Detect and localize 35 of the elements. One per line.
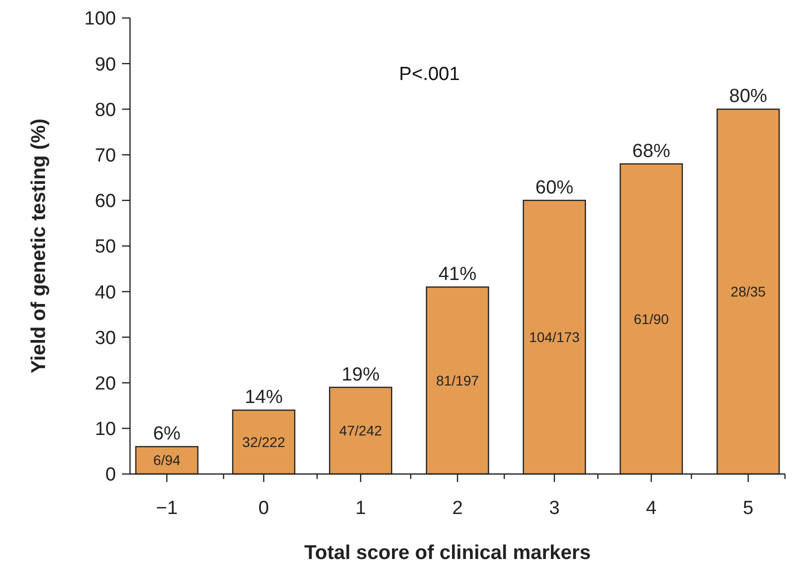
x-axis-title: Total score of clinical markers	[304, 542, 591, 564]
x-tick-label: −1	[156, 498, 178, 519]
annotation: 28/35	[730, 284, 766, 300]
x-tick-label: 5	[742, 498, 754, 519]
annotation: 81/197	[436, 372, 480, 388]
y-tick-label: 40	[94, 282, 116, 304]
data-label: 41%	[438, 264, 477, 286]
annotation: 6/94	[153, 452, 181, 468]
data-label: 14%	[244, 387, 283, 408]
annotation: 104/173	[529, 329, 580, 346]
x-tick-label: 3	[549, 498, 560, 519]
y-tick-label: 80	[94, 100, 116, 121]
data-label: 6%	[153, 424, 181, 445]
y-tick-label: 60	[94, 191, 116, 212]
x-tick-label: 0	[258, 498, 269, 519]
x-tick-label: 1	[355, 498, 366, 519]
data-label: 19%	[342, 364, 380, 386]
y-tick-label: 50	[94, 236, 116, 258]
y-tick-label: 70	[94, 145, 116, 166]
y-tick-label: 0	[105, 464, 116, 486]
y-tick-label: 90	[94, 54, 116, 76]
y-tick-label: 10	[94, 419, 116, 440]
annotation: 61/90	[634, 310, 670, 327]
y-tick-label: 20	[94, 373, 116, 394]
y-tick-label: 30	[94, 328, 116, 349]
y-axis-title: Yield of genetic testing (%)	[28, 118, 50, 374]
annotation: P<.001	[399, 64, 460, 85]
data-label: 80%	[729, 86, 768, 108]
x-tick-label: 2	[452, 498, 463, 519]
y-tick-label: 100	[84, 8, 116, 30]
data-label: 60%	[535, 177, 574, 198]
annotation: 32/222	[242, 434, 286, 450]
data-label: 68%	[632, 140, 670, 162]
x-tick-label: 4	[646, 498, 657, 519]
annotation: 47/242	[339, 422, 382, 439]
